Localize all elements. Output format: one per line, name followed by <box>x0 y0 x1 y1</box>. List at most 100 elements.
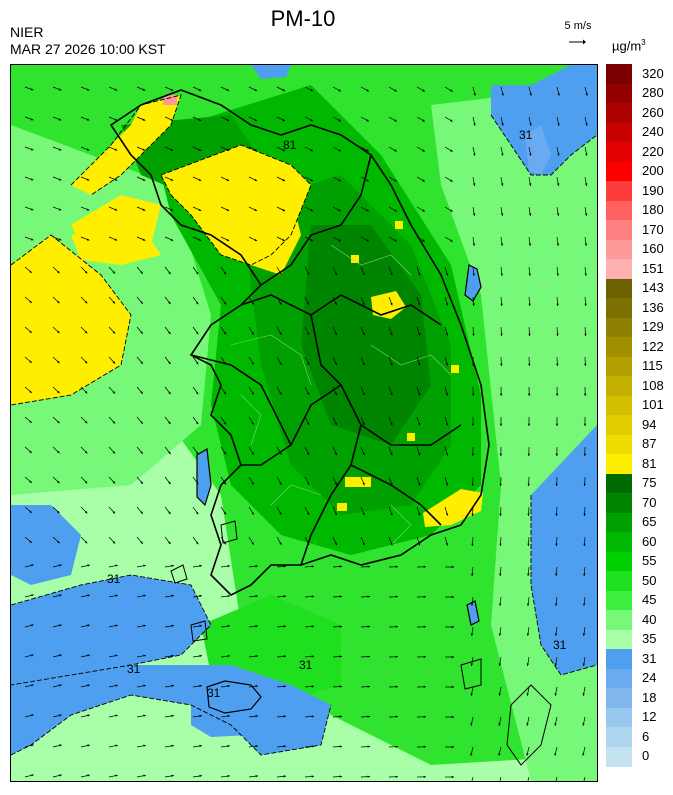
wind-vector-head <box>223 511 226 515</box>
legend-label: 31 <box>642 650 657 666</box>
wind-vector-head <box>198 88 202 91</box>
wind-vector-head <box>115 684 118 687</box>
wind-vector-head <box>57 540 60 544</box>
wind-vector-head <box>422 89 425 92</box>
wind-vector-head <box>418 542 421 546</box>
wind-vector-head <box>583 513 586 516</box>
wind-vector-head <box>451 685 454 689</box>
wind-vector-head <box>450 179 453 182</box>
legend-swatch <box>606 707 632 728</box>
wind-vector-head <box>279 332 282 335</box>
islands <box>196 264 482 714</box>
wind-vector-head <box>418 302 421 306</box>
wind-vector-head <box>528 363 531 366</box>
wind-vector-head <box>367 565 370 568</box>
map-title: PM-10 <box>270 6 336 31</box>
wind-vector-head <box>170 178 174 181</box>
wind-vector-head <box>418 512 421 516</box>
wind-vector-head <box>338 89 341 92</box>
wind-vector-head <box>500 213 504 216</box>
legend-label: 170 <box>642 221 664 237</box>
wind-vector-head <box>395 655 398 658</box>
wind-vector-head <box>283 745 286 748</box>
legend-swatch <box>606 746 632 767</box>
wind-vector-head <box>310 149 313 152</box>
wind-vector-head <box>115 594 118 597</box>
wind-vector-head <box>29 540 32 543</box>
wind-vector-head <box>196 301 199 305</box>
wind-vector-head <box>527 453 531 456</box>
wind-vector-head <box>255 775 258 778</box>
legend-label: 122 <box>642 338 664 354</box>
legend-swatch <box>606 259 632 279</box>
wind-vector-head <box>282 178 285 182</box>
wind-vector-head <box>394 119 397 122</box>
wind-vector-head <box>114 88 118 91</box>
wind-vector-head <box>84 360 88 364</box>
wind-vector-head <box>499 453 503 456</box>
wind-vector-head <box>390 392 393 396</box>
wind-vector-head <box>115 744 118 747</box>
wind-vector-head <box>58 178 62 181</box>
wind-vector-head <box>367 745 370 748</box>
province-borders <box>109 89 490 596</box>
wind-vector-head <box>582 753 585 756</box>
wind-vector-head <box>223 271 226 275</box>
wind-vector-head <box>334 272 337 276</box>
wind-vector-head <box>311 685 314 688</box>
wind-vector-head <box>390 272 393 276</box>
wind-vector-head <box>422 119 425 122</box>
wind-vector-head <box>171 654 174 657</box>
wind-vector-head <box>451 565 454 569</box>
wind-vector-head <box>29 450 32 453</box>
wind-vector-head <box>445 453 448 456</box>
wind-vector-head <box>471 453 475 456</box>
wind-vector-head <box>196 361 199 365</box>
wind-vector-head <box>526 753 529 756</box>
wind-vector-head <box>115 774 118 777</box>
wind-vector-head <box>29 510 32 513</box>
wind-vector-head <box>554 663 557 666</box>
wind-vector-head <box>584 393 587 396</box>
district-borders <box>230 244 452 546</box>
legend-label: 143 <box>642 280 664 296</box>
wind-vector-head <box>307 512 310 515</box>
wind-vector-head <box>422 179 425 182</box>
wind-vector-head <box>279 392 282 395</box>
wind-vector-head <box>367 595 370 598</box>
legend-swatch <box>606 220 632 240</box>
wind-vector-head <box>450 149 453 152</box>
wind-vector-head <box>582 723 585 726</box>
wind-vector-head <box>471 513 474 516</box>
wind-vector-head <box>471 573 474 576</box>
legend-swatch <box>606 454 632 474</box>
wind-vector-head <box>366 89 369 92</box>
wind-vector-head <box>59 564 62 567</box>
wind-vector-head <box>362 512 365 516</box>
wind-vector-head <box>445 393 448 396</box>
wind-vector-head <box>86 88 90 91</box>
legend-label: 115 <box>642 358 663 374</box>
wind-vector-head <box>140 361 143 364</box>
wind-vector-head <box>31 624 34 627</box>
wind-vector <box>583 776 586 781</box>
wind-vector-head <box>307 482 310 485</box>
wind-vector-head <box>422 239 425 242</box>
wind-vector-head <box>58 208 62 211</box>
wind-vector-head <box>59 684 62 687</box>
legend-swatch <box>606 473 632 494</box>
pm10-map[interactable]: 31 31 31 31 31 81 31 <box>10 64 598 782</box>
wind-vector-head <box>86 208 90 211</box>
wind-vector-head <box>338 239 341 242</box>
wind-vector-head <box>501 93 504 96</box>
wind-vector-head <box>283 595 286 598</box>
wind-vector-head <box>112 391 116 394</box>
wind-vector-head <box>223 541 226 545</box>
legend-swatch <box>606 434 632 455</box>
wind-vector-head <box>500 363 503 366</box>
wind-vector-head <box>140 421 143 424</box>
wind-vector-head <box>254 118 258 121</box>
legend-label: 24 <box>642 670 657 686</box>
wind-vector-head <box>283 775 286 778</box>
wind-vector-head <box>140 301 143 304</box>
